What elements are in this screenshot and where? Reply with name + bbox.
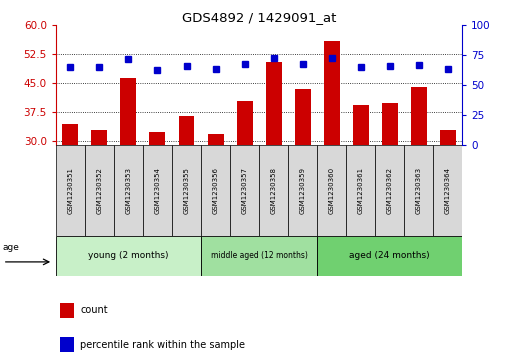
Text: age: age [3,242,20,252]
Bar [411,87,427,145]
Bar [120,78,137,145]
Text: GSM1230364: GSM1230364 [445,167,451,214]
Text: count: count [80,305,108,315]
Text: aged (24 months): aged (24 months) [350,252,430,260]
Bar [85,145,114,236]
Text: GSM1230360: GSM1230360 [329,167,335,214]
Bar [404,145,433,236]
Text: young (2 months): young (2 months) [88,252,169,260]
Bar [56,145,85,236]
Bar [62,124,78,145]
Bar [60,303,74,318]
Bar [149,132,166,145]
Text: GSM1230358: GSM1230358 [271,167,276,214]
Text: GSM1230355: GSM1230355 [183,167,189,214]
Bar [56,236,201,276]
Text: GSM1230362: GSM1230362 [387,167,393,214]
Bar [172,145,201,236]
Bar [433,145,462,236]
Text: GSM1230356: GSM1230356 [212,167,218,214]
Bar [440,130,456,145]
Text: GSM1230359: GSM1230359 [300,167,306,214]
Bar [60,337,74,352]
Text: GSM1230354: GSM1230354 [154,167,161,214]
Bar [295,89,310,145]
Bar [143,145,172,236]
Bar [353,105,369,145]
Text: GSM1230361: GSM1230361 [358,167,364,214]
Title: GDS4892 / 1429091_at: GDS4892 / 1429091_at [182,11,336,24]
Text: GSM1230363: GSM1230363 [416,167,422,214]
Bar [237,101,252,145]
Bar [201,145,230,236]
Text: GSM1230352: GSM1230352 [97,167,103,214]
Bar [91,130,107,145]
Bar [375,145,404,236]
Bar [230,145,259,236]
Text: percentile rank within the sample: percentile rank within the sample [80,340,245,350]
Bar [317,236,462,276]
Bar [288,145,317,236]
Text: GSM1230351: GSM1230351 [68,167,73,214]
Bar [259,145,288,236]
Text: middle aged (12 months): middle aged (12 months) [211,252,307,260]
Bar [208,134,224,145]
Bar [201,236,317,276]
Text: GSM1230353: GSM1230353 [125,167,132,214]
Bar [324,41,340,145]
Bar [346,145,375,236]
Bar [178,116,195,145]
Bar [317,145,346,236]
Bar [266,62,281,145]
Bar [114,145,143,236]
Bar [382,103,398,145]
Text: GSM1230357: GSM1230357 [242,167,247,214]
